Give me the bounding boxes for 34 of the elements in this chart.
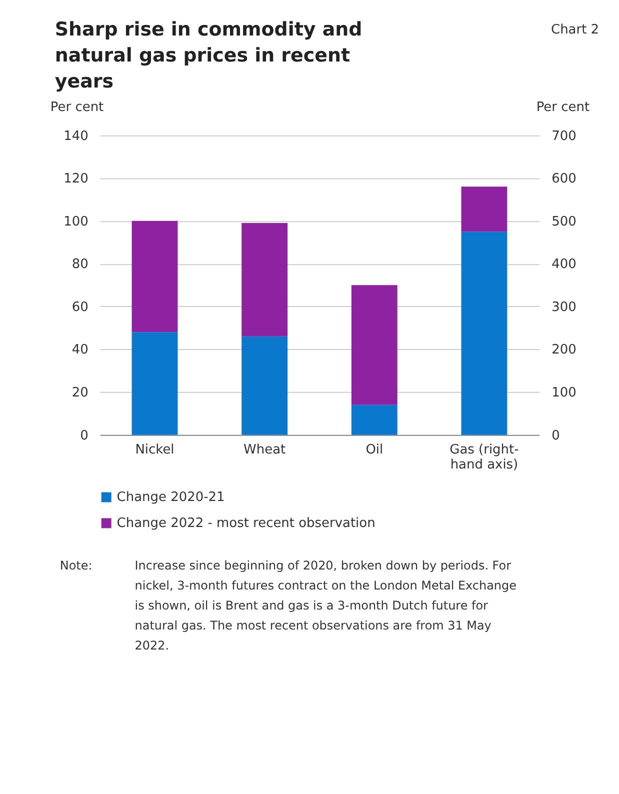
bar xyxy=(242,223,288,336)
bar xyxy=(132,220,178,332)
bar xyxy=(132,332,178,435)
bar xyxy=(351,285,398,405)
text: Increase since beginning of 2020, broken down by periods. For nickel, 3-month futures contract on the London Metal Exchange is shown, oil is Brent and gas is a 3-month Dutch future for natural gas. The most recent observations are from 31 May 2022. xyxy=(134,558,516,652)
y2-axis-title: Per cent xyxy=(536,100,590,115)
caption: Chart 2 xyxy=(551,22,600,38)
legend-label: Change 2020-21 xyxy=(116,490,225,506)
bar xyxy=(242,336,288,435)
y2-tick-label: 700 xyxy=(552,128,576,144)
y2-tick-label: 400 xyxy=(552,257,576,272)
x-tick-label: Gas (right-hand axis) xyxy=(450,442,520,472)
x-tick-label: Nickel xyxy=(135,442,174,458)
x-tick-label: Oil xyxy=(366,442,384,458)
y2-tick-label: 500 xyxy=(552,214,576,230)
legend-label: Change 2022 - most recent observation xyxy=(116,516,376,532)
y2-tick-label: 0 xyxy=(552,428,560,444)
y-tick-label: 20 xyxy=(72,386,88,401)
y2-tick-label: 600 xyxy=(552,172,576,187)
y-tick-label: 120 xyxy=(64,172,88,187)
y-tick-label: 140 xyxy=(64,128,88,144)
y2-tick-label: 300 xyxy=(552,300,576,315)
y-tick-label: 60 xyxy=(72,300,88,315)
y2-tick-label: 200 xyxy=(552,342,576,358)
y-axis-title: Per cent xyxy=(50,100,104,115)
y-tick-label: 0 xyxy=(80,428,88,444)
x-tick-label: Wheat xyxy=(244,442,286,458)
y2-tick-label: 100 xyxy=(552,386,576,401)
y-tick-label: 80 xyxy=(72,257,88,272)
chart-title: Sharp rise in commodity and natural gas prices in recent years xyxy=(54,18,362,92)
y-tick-label: 100 xyxy=(64,214,88,230)
y-tick-label: 40 xyxy=(72,342,88,358)
text: Note: xyxy=(60,558,92,573)
bar xyxy=(351,404,398,435)
